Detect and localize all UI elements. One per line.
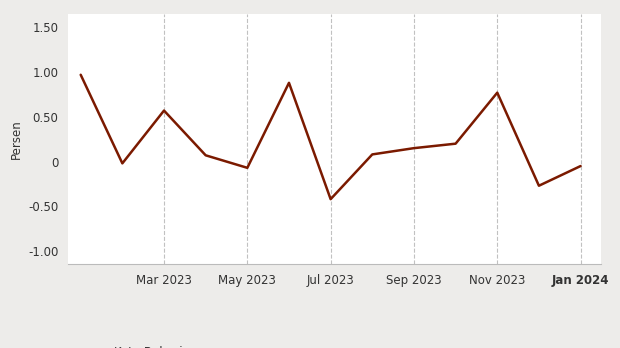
Kota Bekasi (285, 81, 293, 85)
Kota Bekasi (452, 142, 459, 146)
Line: Kota Bekasi: Kota Bekasi (81, 75, 580, 199)
Kota Bekasi (327, 197, 334, 201)
Kota Bekasi (410, 146, 418, 150)
Kota Bekasi (494, 90, 501, 95)
Kota Bekasi (535, 184, 542, 188)
Kota Bekasi (244, 166, 251, 170)
Kota Bekasi (118, 161, 126, 165)
Kota Bekasi (368, 152, 376, 157)
Kota Bekasi (202, 153, 210, 157)
Kota Bekasi (577, 164, 584, 168)
Y-axis label: Persen: Persen (9, 119, 22, 159)
Kota Bekasi (161, 109, 168, 113)
Kota Bekasi (77, 73, 84, 77)
Legend: Kota Bekasi: Kota Bekasi (74, 341, 188, 348)
